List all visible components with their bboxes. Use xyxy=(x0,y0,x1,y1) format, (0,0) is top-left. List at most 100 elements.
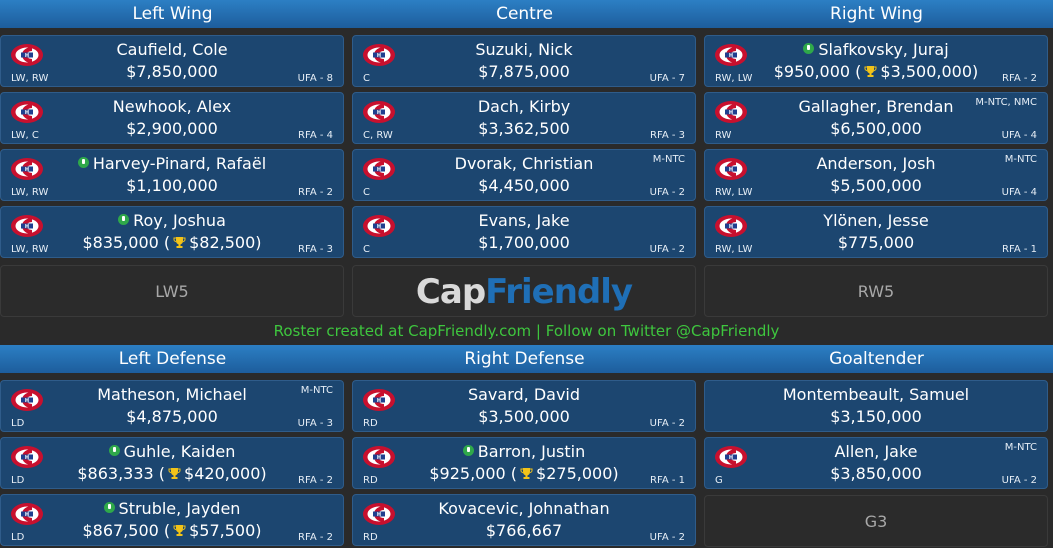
player-card[interactable]: H Roy, Joshua $835,000 ($82,500) LW, RW RFA … xyxy=(0,206,344,258)
svg-text:H: H xyxy=(377,224,381,230)
info-icon[interactable] xyxy=(103,502,115,513)
header-left-wing: Left Wing xyxy=(132,4,213,24)
canadiens-logo-icon: H xyxy=(363,503,395,525)
player-positions: LW, RW xyxy=(11,187,49,198)
info-icon[interactable] xyxy=(77,157,89,168)
player-card[interactable]: H Newhook, Alex $2,900,000 LW, C RFA - 4 xyxy=(0,92,344,144)
player-card[interactable]: H Slafkovsky, Juraj $950,000 ($3,500,000) R… xyxy=(704,35,1048,87)
empty-slot-g3[interactable]: G3 xyxy=(704,495,1048,547)
salary-line: $863,333 ($420,000) xyxy=(77,464,267,483)
player-card[interactable]: H Gallagher, Brendan $6,500,000 RW UFA - 4 M-… xyxy=(704,92,1048,144)
header-right-defense: Right Defense xyxy=(464,349,585,369)
player-card[interactable]: H Barron, Justin $925,000 ($275,000) RD RFA … xyxy=(352,437,696,489)
forwards-header-bar: Left Wing Centre Right Wing xyxy=(0,0,1053,28)
capfriendly-logo: CapFriendly xyxy=(352,265,696,317)
performance-bonus: $3,500,000 xyxy=(880,62,973,81)
player-card[interactable]: H Kovacevic, Johnathan $766,667 RD UFA - 2 xyxy=(352,494,696,546)
player-card[interactable]: H Evans, Jake $1,700,000 C UFA - 2 xyxy=(352,206,696,258)
player-card[interactable]: H Matheson, Michael $4,875,000 LD UFA - 3 M-N… xyxy=(0,380,344,432)
player-card[interactable]: H Guhle, Kaiden $863,333 ($420,000) LD RFA -… xyxy=(0,437,344,489)
player-name[interactable]: Suzuki, Nick xyxy=(475,40,573,59)
player-name-line: Guhle, Kaiden xyxy=(1,442,343,462)
player-card[interactable]: H Dach, Kirby $3,362,500 C, RW RFA - 3 xyxy=(352,92,696,144)
player-card[interactable]: H Anderson, Josh $5,500,000 RW, LW UFA - 4 M-… xyxy=(704,149,1048,201)
trophy-icon xyxy=(864,66,877,77)
player-salary: $775,000 xyxy=(837,233,915,252)
svg-text:H: H xyxy=(729,224,733,230)
player-card[interactable]: H Suzuki, Nick $7,875,000 C UFA - 7 xyxy=(352,35,696,87)
player-name[interactable]: Dach, Kirby xyxy=(477,97,571,116)
player-name[interactable]: Harvey-Pinard, Rafaël xyxy=(92,154,267,173)
header-centre: Centre xyxy=(496,4,553,24)
trade-clause: M-NTC xyxy=(1004,442,1037,453)
player-name[interactable]: Dvorak, Christian xyxy=(454,154,594,173)
canadiens-logo-icon: H xyxy=(11,389,43,411)
player-name[interactable]: Barron, Justin xyxy=(477,442,586,461)
svg-text:H: H xyxy=(377,455,381,461)
player-name[interactable]: Savard, David xyxy=(467,385,581,404)
player-name[interactable]: Struble, Jayden xyxy=(118,499,241,518)
player-card[interactable]: H Allen, Jake $3,850,000 G UFA - 2 M-NTC xyxy=(704,437,1048,489)
player-card[interactable]: Montembeault, Samuel $3,150,000 xyxy=(704,380,1048,432)
canadiens-logo-icon: H xyxy=(363,215,395,237)
player-name-line: Anderson, Josh xyxy=(705,154,1047,174)
player-card[interactable]: H Savard, David $3,500,000 RD UFA - 2 xyxy=(352,380,696,432)
player-name[interactable]: Evans, Jake xyxy=(478,211,570,230)
contract-status: RFA - 2 xyxy=(298,532,333,543)
salary-line: $867,500 ($57,500) xyxy=(82,521,262,540)
player-card[interactable]: H Harvey-Pinard, Rafaël $1,100,000 LW, RW RF… xyxy=(0,149,344,201)
svg-text:H: H xyxy=(25,455,29,461)
trophy-icon xyxy=(173,237,186,248)
trade-clause: M-NTC xyxy=(652,154,685,165)
contract-status: RFA - 3 xyxy=(298,244,333,255)
header-left-defense: Left Defense xyxy=(118,349,227,369)
player-name[interactable]: Allen, Jake xyxy=(834,442,918,461)
player-name[interactable]: Montembeault, Samuel xyxy=(782,385,970,404)
brand-friendly-text: Friendly xyxy=(485,272,633,312)
info-icon[interactable] xyxy=(803,43,815,54)
player-name[interactable]: Matheson, Michael xyxy=(97,385,247,404)
contract-status: UFA - 8 xyxy=(297,73,333,84)
canadiens-logo-icon: H xyxy=(715,101,747,123)
header-goaltender: Goaltender xyxy=(829,349,924,369)
contract-status: UFA - 2 xyxy=(649,418,685,429)
info-icon[interactable] xyxy=(108,445,120,456)
player-salary: $835,000 xyxy=(82,233,159,252)
player-name[interactable]: Newhook, Alex xyxy=(112,97,232,116)
player-card[interactable]: H Dvorak, Christian $4,450,000 C UFA - 2 M-NT… xyxy=(352,149,696,201)
player-name-line: Suzuki, Nick xyxy=(353,40,695,60)
player-card[interactable]: H Struble, Jayden $867,500 ($57,500) LD RFA … xyxy=(0,494,344,546)
svg-text:H: H xyxy=(25,167,29,173)
player-positions: C, RW xyxy=(363,130,393,141)
player-name-line: Roy, Joshua xyxy=(1,211,343,231)
player-positions: RD xyxy=(363,532,378,543)
player-card[interactable]: H Ylönen, Jesse $775,000 RW, LW RFA - 1 xyxy=(704,206,1048,258)
player-name[interactable]: Guhle, Kaiden xyxy=(123,442,236,461)
player-name[interactable]: Roy, Joshua xyxy=(133,211,226,230)
svg-text:H: H xyxy=(729,167,733,173)
player-name[interactable]: Anderson, Josh xyxy=(816,154,936,173)
player-positions: LW, C xyxy=(11,130,39,141)
player-positions: LW, RW xyxy=(11,73,49,84)
trade-clause: M-NTC, NMC xyxy=(975,97,1037,108)
player-name[interactable]: Slafkovsky, Juraj xyxy=(818,40,949,59)
svg-text:H: H xyxy=(729,53,733,59)
player-salary: $4,450,000 xyxy=(478,176,570,195)
player-name-line: Caufield, Cole xyxy=(1,40,343,60)
empty-slot-rw5[interactable]: RW5 xyxy=(704,265,1048,317)
player-name[interactable]: Kovacevic, Johnathan xyxy=(438,499,610,518)
player-name-line: Matheson, Michael xyxy=(1,385,343,405)
info-icon[interactable] xyxy=(462,445,474,456)
player-name[interactable]: Gallagher, Brendan xyxy=(798,97,954,116)
player-card[interactable]: H Caufield, Cole $7,850,000 LW, RW UFA - 8 xyxy=(0,35,344,87)
player-name[interactable]: Ylönen, Jesse xyxy=(823,211,929,230)
contract-status: RFA - 4 xyxy=(298,130,333,141)
empty-slot-lw5[interactable]: LW5 xyxy=(0,265,344,317)
player-name-line: Struble, Jayden xyxy=(1,499,343,519)
player-positions: LD xyxy=(11,475,25,486)
contract-status: UFA - 2 xyxy=(649,187,685,198)
player-name[interactable]: Caufield, Cole xyxy=(116,40,228,59)
player-salary: $950,000 xyxy=(773,62,851,81)
info-icon[interactable] xyxy=(118,214,130,225)
player-name-line: Kovacevic, Johnathan xyxy=(353,499,695,519)
